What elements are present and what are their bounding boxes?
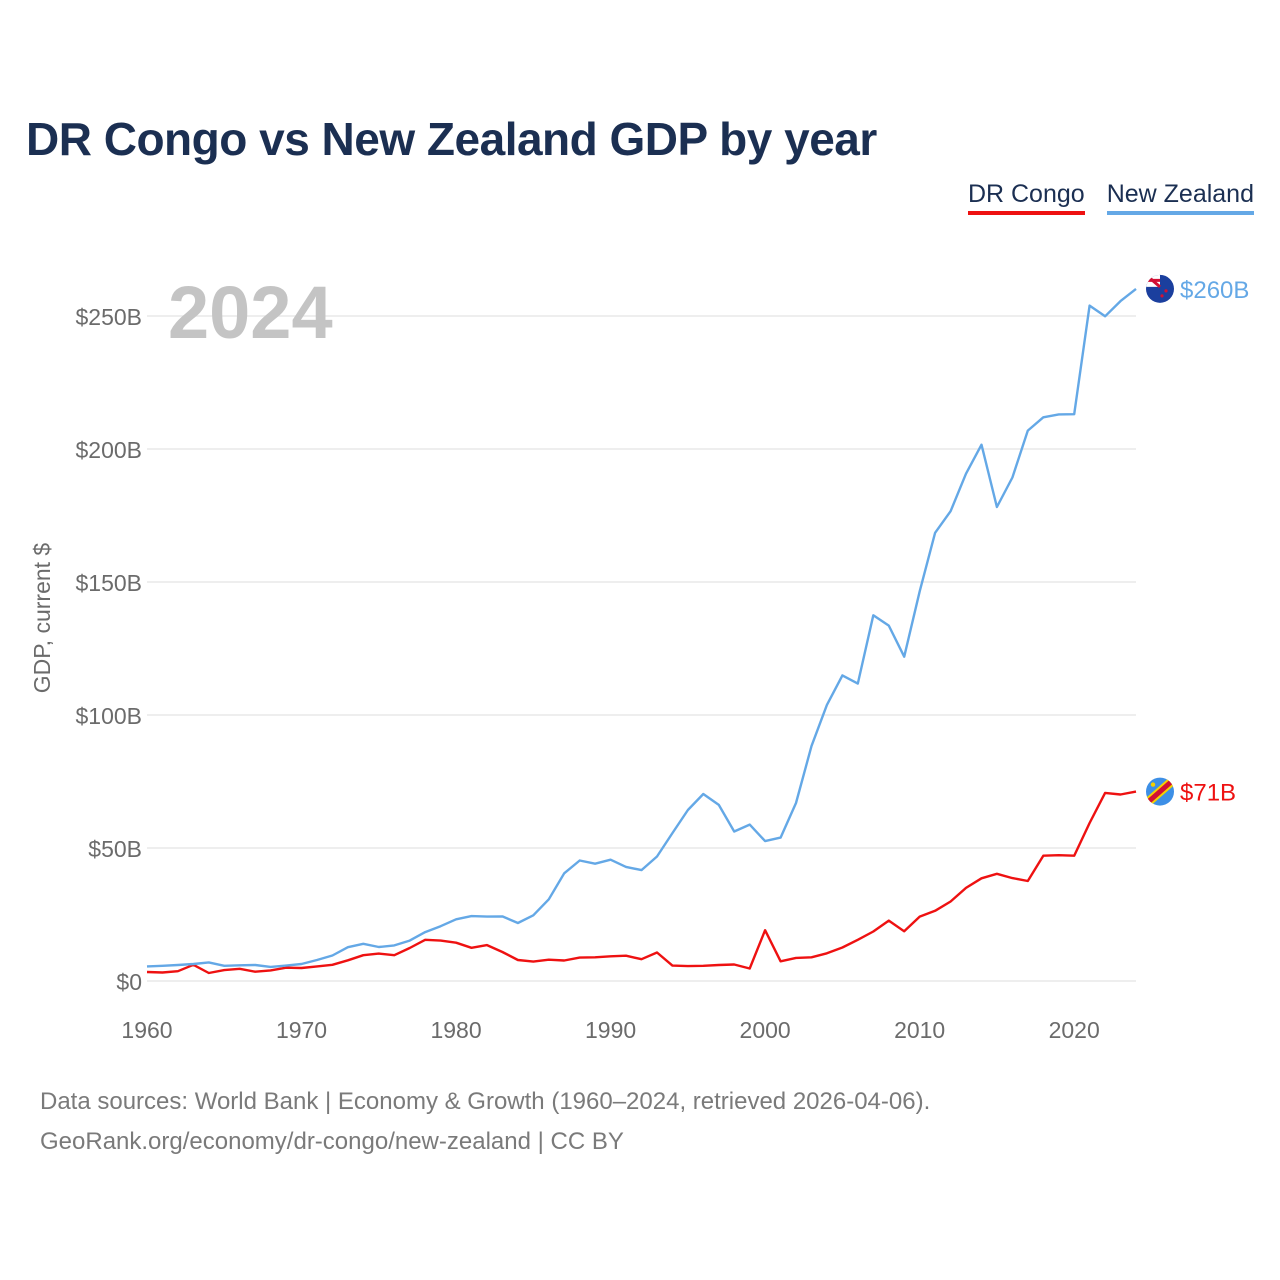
- end-value-label-dr-congo: $71B: [1180, 780, 1236, 807]
- y-tick-label: $0: [116, 969, 142, 995]
- footer-link[interactable]: GeoRank.org/economy/dr-congo/new-zealand…: [40, 1128, 624, 1155]
- series-line-new-zealand[interactable]: [146, 287, 1137, 969]
- legend: DR Congo New Zealand: [967, 180, 1254, 215]
- x-tick-label: 2000: [740, 1017, 791, 1043]
- series-line-dr-congo[interactable]: [146, 790, 1137, 975]
- x-tick-label: 1980: [430, 1017, 481, 1043]
- x-tick-label: 2010: [894, 1017, 945, 1043]
- y-axis-label: GDP, current $: [29, 543, 55, 694]
- x-tick-label: 1970: [276, 1017, 327, 1043]
- x-tick-label: 1960: [121, 1017, 172, 1043]
- y-tick-label: $200B: [75, 437, 142, 463]
- dr-congo-flag-icon: [1146, 777, 1174, 806]
- gdp-line-chart: 2024 GDP, current $ $0 $50B $100B $150B $200…: [29, 271, 1249, 1043]
- end-value-label-new-zealand: $260B: [1180, 277, 1249, 304]
- footer: Data sources: World Bank | Economy & Gro…: [40, 1082, 930, 1162]
- y-tick-label: $150B: [75, 570, 142, 596]
- x-tick-label: 2020: [1049, 1017, 1100, 1043]
- footer-sources: Data sources: World Bank | Economy & Gro…: [40, 1088, 931, 1115]
- y-tick-label: $50B: [88, 836, 142, 862]
- new-zealand-flag-icon: [1146, 274, 1174, 303]
- y-tick-label: $250B: [75, 304, 142, 330]
- legend-item-new-zealand[interactable]: New Zealand: [1106, 180, 1254, 215]
- legend-item-dr-congo[interactable]: DR Congo: [967, 180, 1085, 215]
- x-tick-label: 1990: [585, 1017, 636, 1043]
- chart-title: DR Congo vs New Zealand GDP by year: [26, 113, 877, 165]
- year-watermark: 2024: [168, 271, 333, 354]
- y-tick-label: $100B: [75, 703, 142, 729]
